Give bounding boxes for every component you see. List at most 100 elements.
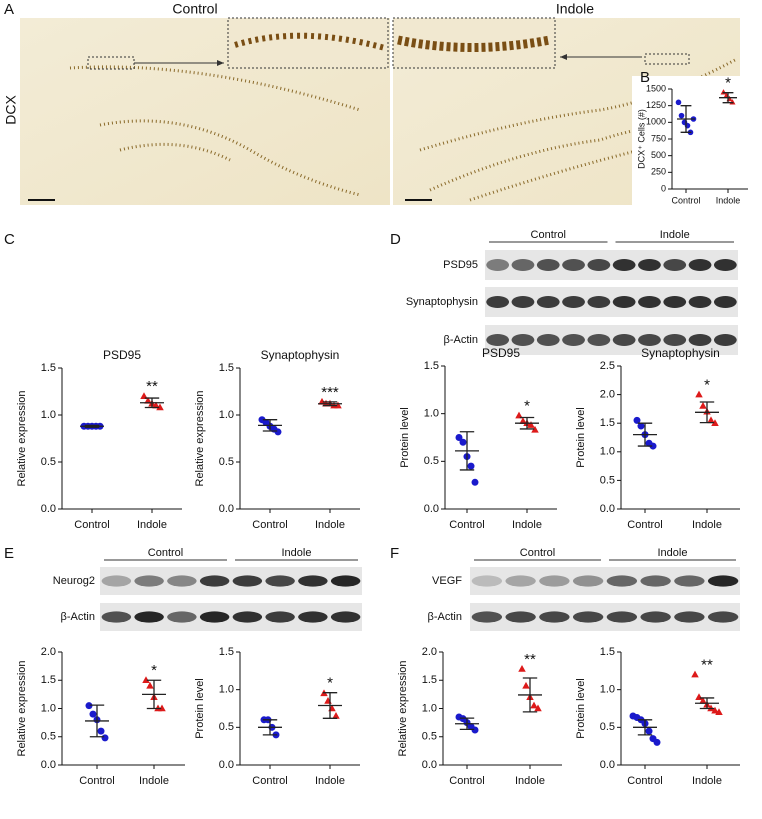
data-point xyxy=(711,706,719,714)
y-tick-label: 0.0 xyxy=(219,503,234,515)
data-point xyxy=(142,676,150,683)
y-tick-label: 0.5 xyxy=(219,721,234,733)
error-bar xyxy=(637,719,653,736)
data-point xyxy=(459,438,467,446)
data-point xyxy=(515,411,523,419)
blot-band xyxy=(330,575,361,587)
y-tick-label: 1.0 xyxy=(41,702,56,714)
blot-band xyxy=(232,575,263,587)
error-bar xyxy=(322,692,338,719)
x-tick-label: Indole xyxy=(716,195,741,205)
y-tick-label: 1.0 xyxy=(600,684,615,696)
blot-band xyxy=(688,334,712,346)
blot-band xyxy=(562,296,585,308)
panel-label: D xyxy=(390,231,401,248)
data-point xyxy=(691,670,699,678)
error-bar xyxy=(459,717,475,731)
data-point xyxy=(633,416,641,424)
y-tick-label: 1.5 xyxy=(600,417,615,429)
blot-band xyxy=(562,259,585,271)
data-point xyxy=(318,397,326,405)
y-tick-label: 0.5 xyxy=(219,456,234,468)
blot-band xyxy=(199,575,230,587)
blot-row-label: Synaptophysin xyxy=(406,296,478,308)
blot-row-label: β-Actin xyxy=(61,611,95,623)
arrow-head xyxy=(217,60,224,66)
blot-band xyxy=(330,611,361,623)
data-point xyxy=(675,99,682,106)
y-tick-label: 1.5 xyxy=(41,674,56,686)
data-point xyxy=(467,462,475,470)
data-point xyxy=(707,416,715,424)
inset-control xyxy=(227,17,389,69)
group-label: Indole xyxy=(660,229,690,241)
panel-label: C xyxy=(4,231,15,248)
chart-title: PSD95 xyxy=(103,348,141,362)
x-tick-label: Indole xyxy=(512,519,542,531)
blot-band xyxy=(539,611,570,623)
significance: ** xyxy=(701,657,713,674)
blot-band xyxy=(486,259,510,271)
blot-band xyxy=(298,611,328,623)
blot-band xyxy=(663,334,687,346)
blot-band xyxy=(265,575,295,587)
data-point xyxy=(527,421,535,428)
blot-band xyxy=(713,296,737,308)
blot-band xyxy=(612,296,636,308)
inset-cells xyxy=(397,35,551,52)
significance: * xyxy=(327,675,333,692)
x-tick-label: Control xyxy=(79,775,114,787)
blot-band xyxy=(713,334,737,346)
significance: ** xyxy=(146,378,158,395)
blot-band xyxy=(486,296,510,308)
blot-band xyxy=(638,334,661,346)
blot-band xyxy=(663,296,687,308)
error-bar xyxy=(89,704,105,738)
y-tick-label: 2.0 xyxy=(600,389,615,401)
blot-band xyxy=(674,575,705,587)
data-point xyxy=(89,710,97,718)
y-tick-label: 0.0 xyxy=(600,759,615,771)
x-tick-label: Control xyxy=(252,519,287,531)
blot-band xyxy=(674,611,705,623)
group-label: Control xyxy=(531,229,566,241)
data-point xyxy=(97,727,105,735)
panel-label: B xyxy=(640,69,650,86)
blot-band xyxy=(688,296,712,308)
data-point xyxy=(653,738,661,746)
blot-band xyxy=(663,259,687,271)
x-tick-label: Indole xyxy=(137,519,167,531)
y-tick-label: 0.0 xyxy=(219,759,234,771)
data-point xyxy=(518,664,526,672)
y-tick-label: 1.0 xyxy=(422,702,437,714)
data-point xyxy=(519,417,527,425)
error-bar xyxy=(459,431,475,471)
error-bar xyxy=(522,677,538,713)
data-point xyxy=(711,419,719,426)
x-tick-label: Control xyxy=(627,519,662,531)
x-tick-label: Control xyxy=(671,195,700,205)
y-tick-label: 2.0 xyxy=(41,646,56,658)
x-tick-label: Indole xyxy=(315,519,345,531)
y-axis-label: Relative expression xyxy=(397,661,409,757)
data-point xyxy=(695,693,703,700)
micrographs: Control Indole DCX xyxy=(3,1,760,206)
blot-band xyxy=(572,611,604,623)
data-point xyxy=(158,704,166,712)
significance: * xyxy=(524,398,530,415)
y-tick-label: 1.0 xyxy=(219,684,234,696)
blot-band xyxy=(511,334,535,346)
blot-band xyxy=(562,334,585,346)
y-tick-label: 1.0 xyxy=(41,409,56,421)
y-tick-label: 1.5 xyxy=(41,362,56,374)
blot-band xyxy=(539,575,570,587)
blot-band xyxy=(511,296,535,308)
arrow-head xyxy=(560,54,567,60)
blot-band xyxy=(511,259,535,271)
y-tick-label: 1.5 xyxy=(219,646,234,658)
group-label: Indole xyxy=(658,547,688,559)
chart-title: Synaptophysin xyxy=(641,346,720,360)
blot-band xyxy=(606,575,638,587)
data-point xyxy=(699,402,707,409)
x-tick-label: Indole xyxy=(515,775,545,787)
